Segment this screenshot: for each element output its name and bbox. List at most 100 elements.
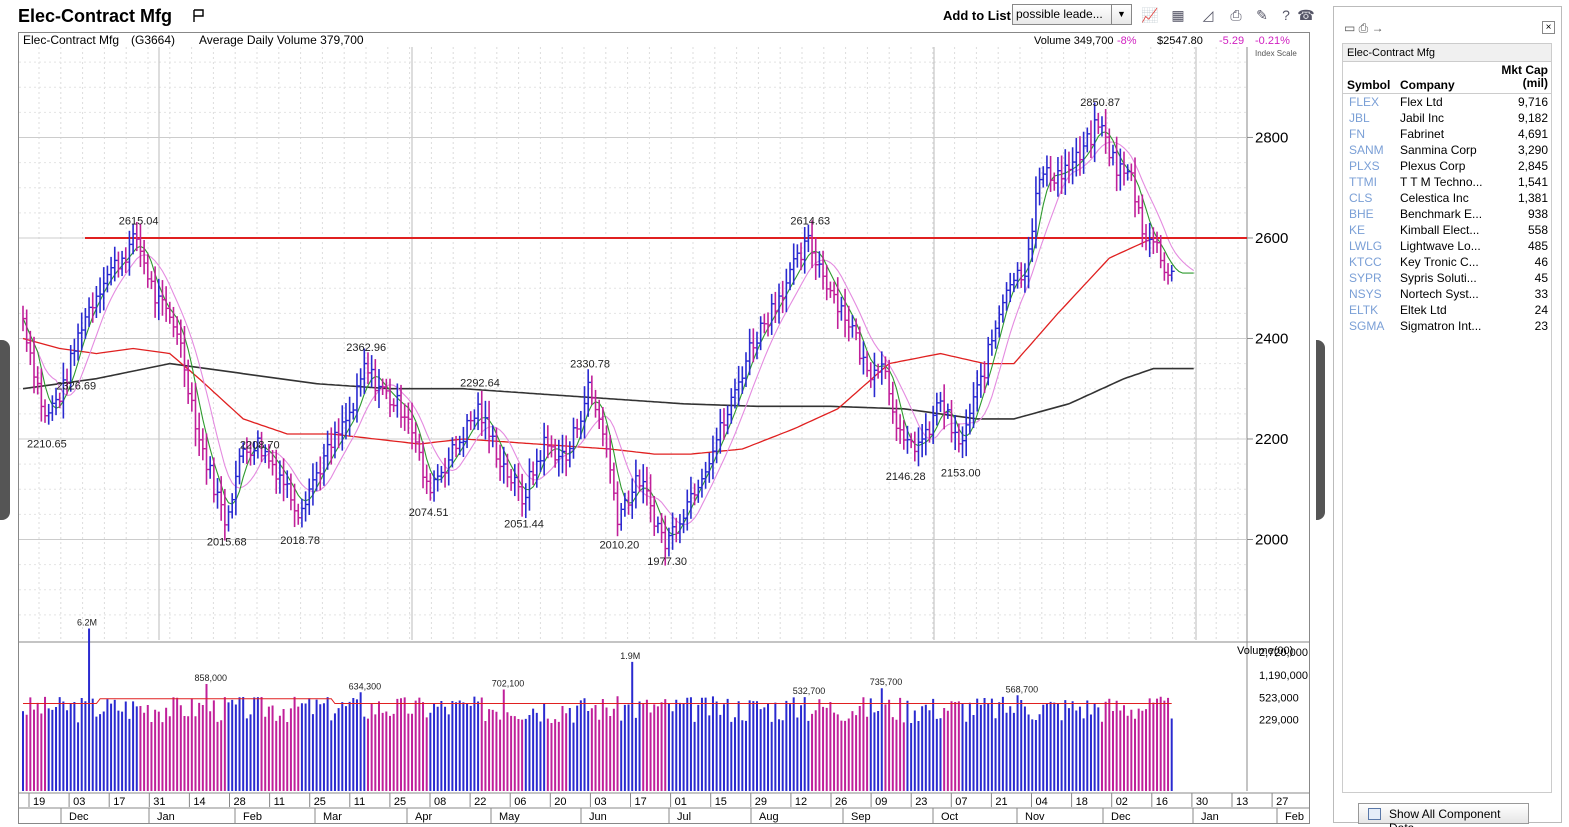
row-company: T T M Techno...	[1400, 175, 1483, 189]
x-month-label: Sep	[851, 811, 871, 823]
x-month-label: Aug	[759, 811, 779, 823]
table-body: FLEX Flex Ltd 9,716 JBL Jabil Inc 9,182 FN Fabr…	[1343, 94, 1551, 334]
phone-icon[interactable]: ☎	[1297, 7, 1315, 23]
line-chart-icon[interactable]: 📈	[1141, 7, 1159, 23]
row-symbol[interactable]: SYPR	[1349, 271, 1382, 285]
x-day-label: 17	[113, 796, 125, 808]
row-symbol[interactable]: SGMA	[1349, 319, 1385, 333]
chart-info-price: $2547.80	[1157, 35, 1203, 47]
row-mktcap: 938	[1527, 207, 1548, 221]
chart-style-icon[interactable]: ◿	[1202, 7, 1214, 23]
x-month-label: Mar	[323, 811, 342, 823]
volume-tick-label: 1,190,000	[1259, 670, 1308, 682]
chevron-down-icon[interactable]: ▼	[1111, 5, 1131, 24]
chart-info-avg-volume: Average Daily Volume 379,700	[199, 33, 364, 47]
show-all-button[interactable]: Show All Component Data	[1358, 803, 1529, 827]
panel-tools-icon[interactable]: ▭ ⎙ →	[1344, 21, 1384, 35]
row-symbol[interactable]: LWLG	[1349, 239, 1383, 253]
stock-chart: 2800 2600 2400 2200 2000 2615.04 2326.69 2210.6…	[18, 32, 1310, 824]
volume-annotation: 6.2M	[77, 618, 97, 628]
table-row[interactable]: SYPR Sypris Soluti... 45	[1343, 270, 1551, 286]
table-header: Symbol Company Mkt Cap (mil)	[1343, 62, 1551, 94]
col-company[interactable]: Company	[1400, 78, 1455, 92]
table-icon[interactable]: ▦	[1171, 7, 1185, 23]
volume-annotation: 735,700	[870, 677, 903, 687]
table-row[interactable]: KE Kimball Elect... 558	[1343, 222, 1551, 238]
table-row[interactable]: NSYS Nortech Syst... 33	[1343, 286, 1551, 302]
table-row[interactable]: JBL Jabil Inc 9,182	[1343, 110, 1551, 126]
table-row[interactable]: CLS Celestica Inc 1,381	[1343, 190, 1551, 206]
right-collapse-handle[interactable]	[1316, 340, 1325, 520]
x-day-label: 26	[835, 796, 847, 808]
x-month-label: Feb	[243, 811, 262, 823]
tools-icon[interactable]: ✎	[1256, 7, 1268, 23]
volume-average-line	[23, 698, 1172, 704]
x-day-label: 15	[715, 796, 727, 808]
x-month-label: Jan	[1201, 811, 1219, 823]
table-row[interactable]: KTCC Key Tronic C... 46	[1343, 254, 1551, 270]
chart-info-change-pct: -0.21%	[1255, 35, 1290, 47]
row-symbol[interactable]: KTCC	[1349, 255, 1382, 269]
row-company: Sanmina Corp	[1400, 143, 1477, 157]
price-annotation: 2330.78	[570, 358, 610, 370]
row-symbol[interactable]: JBL	[1349, 111, 1370, 125]
table-row[interactable]: SGMA Sigmatron Int... 23	[1343, 318, 1551, 334]
row-symbol[interactable]: TTMI	[1349, 175, 1377, 189]
table-row[interactable]: ELTK Eltek Ltd 24	[1343, 302, 1551, 318]
row-company: Benchmark E...	[1400, 207, 1483, 221]
volume-axis-label: Volume(00)	[1237, 645, 1293, 657]
col-symbol[interactable]: Symbol	[1347, 78, 1391, 92]
row-symbol[interactable]: SANM	[1349, 143, 1384, 157]
x-day-label: 17	[635, 796, 647, 808]
volume-tick-label: 229,000	[1259, 715, 1299, 727]
table-row[interactable]: BHE Benchmark E... 938	[1343, 206, 1551, 222]
table-row[interactable]: FN Fabrinet 4,691	[1343, 126, 1551, 142]
list-select-value: possible leade...	[1016, 7, 1103, 21]
x-day-label: 08	[434, 796, 446, 808]
row-symbol[interactable]: FLEX	[1349, 95, 1380, 109]
row-symbol[interactable]: BHE	[1349, 207, 1374, 221]
row-symbol[interactable]: FN	[1349, 127, 1365, 141]
volume-tick-label: 2,720,000	[1259, 647, 1308, 659]
x-day-label: 30	[1196, 796, 1208, 808]
add-to-list-label: Add to List:	[943, 8, 1016, 23]
price-tick-label: 2200	[1255, 431, 1288, 448]
flag-icon[interactable]	[193, 9, 205, 23]
x-day-label: 31	[153, 796, 165, 808]
x-day-label: 29	[755, 796, 767, 808]
row-mktcap: 2,845	[1517, 159, 1548, 173]
x-day-label: 03	[73, 796, 85, 808]
row-mktcap: 45	[1534, 271, 1548, 285]
price-annotation: 2850.87	[1080, 97, 1120, 109]
x-day-label: 21	[995, 796, 1007, 808]
table-row[interactable]: FLEX Flex Ltd 9,716	[1343, 94, 1551, 110]
left-collapse-handle[interactable]	[0, 340, 10, 520]
row-symbol[interactable]: PLXS	[1349, 159, 1380, 173]
close-icon[interactable]: ×	[1542, 21, 1555, 34]
x-day-label: 22	[474, 796, 486, 808]
print-icon[interactable]: ⎙	[1230, 7, 1242, 23]
table-row[interactable]: TTMI T T M Techno... 1,541	[1343, 174, 1551, 190]
x-day-label: 20	[554, 796, 566, 808]
table-row[interactable]: SANM Sanmina Corp 3,290	[1343, 142, 1551, 158]
table-row[interactable]: PLXS Plexus Corp 2,845	[1343, 158, 1551, 174]
row-mktcap: 485	[1527, 239, 1548, 253]
col-mktcap-line2: (mil)	[1522, 76, 1548, 90]
help-icon[interactable]: ?	[1282, 7, 1290, 23]
table-row[interactable]: LWLG Lightwave Lo... 485	[1343, 238, 1551, 254]
row-symbol[interactable]: CLS	[1349, 191, 1373, 205]
row-symbol[interactable]: NSYS	[1349, 287, 1382, 301]
x-day-label: 12	[795, 796, 807, 808]
row-mktcap: 9,182	[1517, 111, 1548, 125]
row-mktcap: 4,691	[1517, 127, 1548, 141]
list-select[interactable]: possible leade... ▼	[1012, 4, 1132, 25]
x-day-label: 19	[33, 796, 45, 808]
row-company: Celestica Inc	[1400, 191, 1469, 205]
x-day-label: 23	[915, 796, 927, 808]
row-symbol[interactable]: ELTK	[1349, 303, 1379, 317]
x-day-label: 01	[675, 796, 687, 808]
row-symbol[interactable]: KE	[1349, 223, 1366, 237]
col-mktcap[interactable]: Mkt Cap (mil)	[1501, 64, 1548, 90]
x-day-label: 11	[274, 796, 285, 808]
row-company: Sypris Soluti...	[1400, 271, 1477, 285]
